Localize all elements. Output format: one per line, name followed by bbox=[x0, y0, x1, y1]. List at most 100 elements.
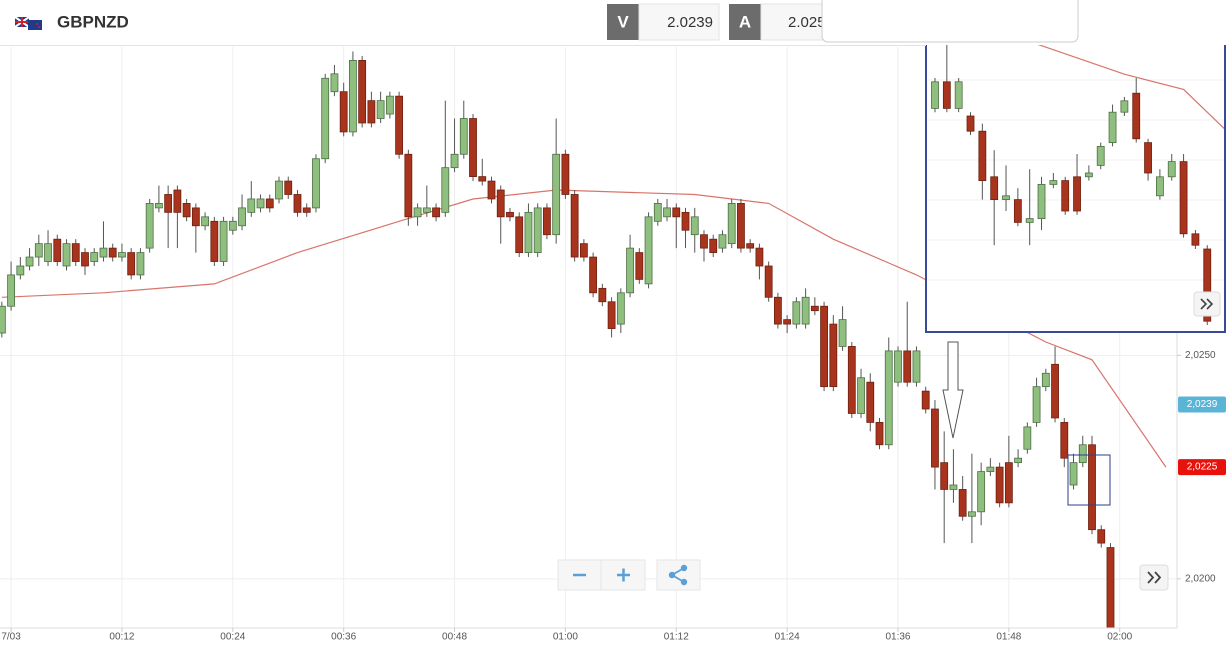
candle-body bbox=[293, 194, 302, 213]
candle-body bbox=[857, 377, 865, 414]
moving-average-line bbox=[1, 189, 1167, 468]
candle-body bbox=[321, 77, 330, 160]
inset-candle-body bbox=[1167, 161, 1176, 178]
candle-body bbox=[921, 390, 930, 410]
candle-body bbox=[1069, 462, 1078, 486]
inset-candle-body bbox=[1120, 100, 1129, 113]
candle-body bbox=[801, 296, 810, 325]
candle-body bbox=[912, 350, 921, 383]
candle-body bbox=[201, 216, 209, 227]
candle-body bbox=[182, 203, 191, 218]
candle-body bbox=[1060, 422, 1069, 459]
x-tick-label: 01:12 bbox=[664, 632, 689, 643]
candle-body bbox=[256, 198, 265, 209]
inset-candle-body bbox=[1073, 176, 1081, 212]
candle-body bbox=[358, 60, 367, 124]
candle-body bbox=[367, 100, 376, 124]
candle-body bbox=[34, 243, 43, 258]
x-tick-label: 01:36 bbox=[885, 632, 910, 643]
x-tick-label: 01:48 bbox=[996, 632, 1021, 643]
candle-body bbox=[395, 95, 404, 155]
y-tick-label: 2,0200 bbox=[1185, 573, 1216, 584]
candle-body bbox=[16, 265, 25, 276]
inset-candle-body bbox=[1191, 233, 1200, 246]
candle-body bbox=[653, 203, 662, 222]
inset-candle-body bbox=[978, 130, 987, 181]
candle-body bbox=[838, 319, 847, 347]
price-tag-label: 2,0225 bbox=[1187, 462, 1218, 473]
candle-body bbox=[940, 462, 949, 490]
candle-body bbox=[1004, 462, 1013, 504]
candle-body bbox=[1041, 372, 1050, 388]
x-tick-label: 00:48 bbox=[442, 632, 467, 643]
candle-body bbox=[968, 511, 976, 517]
candle-body bbox=[228, 220, 237, 231]
candle-body bbox=[108, 247, 117, 258]
candle-body bbox=[515, 216, 524, 253]
inset-candle-body bbox=[1061, 180, 1070, 212]
candle-body bbox=[99, 247, 108, 258]
x-tick-label: 00:24 bbox=[220, 632, 245, 643]
candle-body bbox=[330, 73, 339, 93]
candle-body bbox=[506, 211, 514, 218]
candle-body bbox=[44, 243, 52, 262]
candle-body bbox=[459, 118, 468, 155]
inset-moving-average-line bbox=[927, 7, 1224, 130]
candle-body bbox=[302, 207, 311, 213]
candle-body bbox=[349, 60, 357, 133]
candle-body bbox=[626, 247, 634, 294]
inset-candle-body bbox=[1013, 199, 1022, 223]
candle-body bbox=[635, 252, 644, 280]
candle-body bbox=[219, 220, 228, 262]
candle-body bbox=[53, 238, 62, 262]
candle-body bbox=[847, 346, 856, 414]
inset-candle-body bbox=[1155, 176, 1164, 197]
candle-body bbox=[533, 207, 542, 253]
candle-body bbox=[579, 243, 588, 258]
candle-body bbox=[155, 203, 163, 209]
sell-label: V bbox=[617, 12, 629, 31]
zoom-in-button[interactable] bbox=[600, 559, 646, 591]
candle-body bbox=[1023, 426, 1032, 450]
scroll-right-button[interactable] bbox=[1139, 564, 1169, 591]
inset-candle-body bbox=[966, 115, 975, 132]
candle-body bbox=[1051, 363, 1059, 419]
zoom-out-button[interactable] bbox=[557, 559, 602, 591]
candle-body bbox=[478, 176, 487, 182]
candle-body bbox=[681, 211, 690, 231]
annotation-arrow bbox=[942, 341, 964, 439]
plot-area bbox=[0, 51, 1167, 628]
candle-body bbox=[700, 234, 708, 249]
candle-body bbox=[164, 194, 173, 213]
price-tag bbox=[1178, 396, 1226, 413]
inset-chart bbox=[927, 7, 1224, 325]
candle-body bbox=[718, 234, 727, 249]
candle-body bbox=[607, 301, 616, 329]
candle-body bbox=[487, 180, 496, 200]
inset-expand-button[interactable] bbox=[1193, 291, 1221, 317]
buy-button[interactable]: A 2.025 bbox=[729, 3, 832, 41]
sell-price: 2.0239 bbox=[667, 14, 713, 31]
share-button[interactable] bbox=[656, 559, 701, 591]
candle-body bbox=[543, 207, 551, 236]
candle-body bbox=[145, 203, 154, 249]
candle-body bbox=[432, 207, 440, 218]
price-tag bbox=[1178, 459, 1226, 476]
candle-body bbox=[727, 203, 736, 245]
candle-body bbox=[7, 274, 15, 307]
sell-button[interactable]: V 2.0239 bbox=[607, 3, 720, 41]
inset-candle-body bbox=[954, 81, 963, 109]
candle-body bbox=[496, 189, 505, 218]
candle-body bbox=[441, 167, 450, 213]
candle-body bbox=[995, 466, 1004, 504]
inset-candle-body bbox=[1132, 92, 1141, 140]
x-tick-label: 01:00 bbox=[553, 632, 578, 643]
candle-body bbox=[672, 207, 681, 218]
candle-body bbox=[385, 95, 394, 115]
x-tick-label: 01:24 bbox=[775, 632, 800, 643]
candle-body bbox=[570, 194, 579, 258]
candle-body bbox=[884, 350, 893, 446]
candle-body bbox=[737, 203, 745, 249]
